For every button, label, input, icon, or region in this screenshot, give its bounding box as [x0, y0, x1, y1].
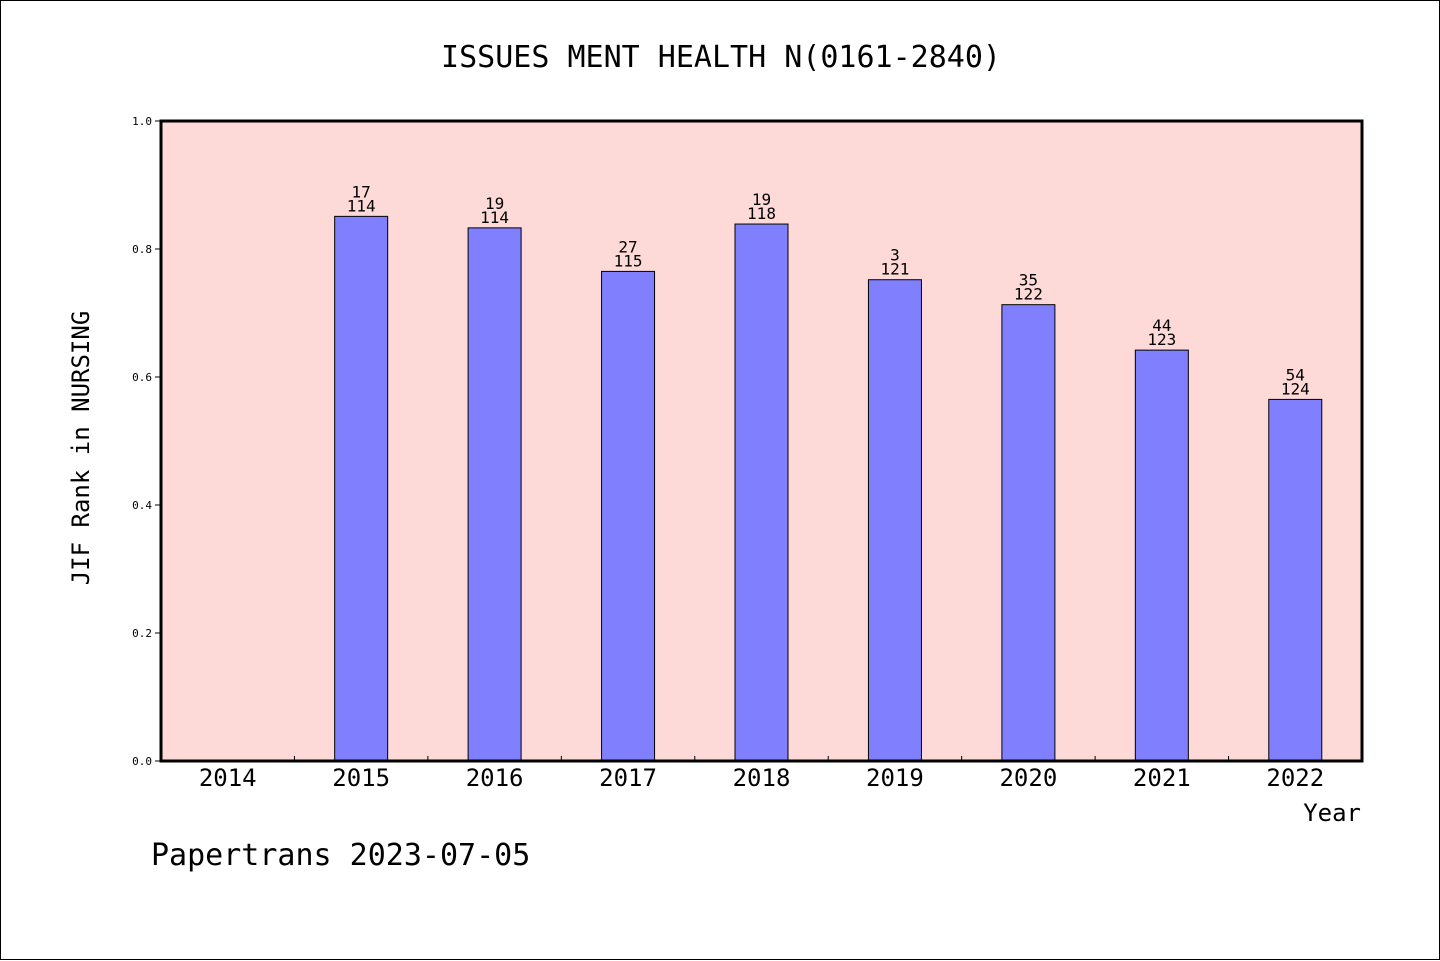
- x-tick-label: 2015: [332, 764, 390, 792]
- bar-2018: [734, 223, 789, 762]
- x-tick-label: 2018: [733, 764, 791, 792]
- bar-2022: [1268, 398, 1323, 762]
- bar-2019: [867, 279, 922, 762]
- bar-total-label: 124: [1281, 379, 1310, 398]
- bar-2016: [467, 227, 522, 762]
- footer-credit: Papertrans 2023-07-05: [151, 838, 530, 873]
- bar-2020: [1001, 304, 1056, 762]
- bar-rank-label: 19: [752, 190, 771, 209]
- bar-2021: [1134, 349, 1189, 762]
- x-tick-label: 2016: [466, 764, 524, 792]
- bar-2017: [601, 270, 656, 762]
- bar-rank-label: 19: [485, 194, 504, 213]
- bar-rank-label: 54: [1286, 365, 1305, 384]
- bar-total-label: 118: [747, 204, 776, 223]
- bar-series: [334, 215, 1323, 762]
- y-axis-label: JIF Rank in NURSING: [67, 311, 95, 586]
- y-tick-label: 0.6: [132, 371, 152, 384]
- bar-rank-label: 35: [1019, 271, 1038, 290]
- y-axis: 0.0 0.2 0.4 0.6 0.8 1.0: [132, 115, 161, 768]
- bar-total-label: 122: [1014, 285, 1043, 304]
- bar-total-label: 114: [480, 208, 509, 227]
- bar-rank-label: 44: [1152, 316, 1171, 335]
- y-tick-label: 0.2: [132, 627, 152, 640]
- plot-border: [159, 119, 1364, 763]
- x-tick-label: 2014: [199, 764, 257, 792]
- bar-rank-label: 27: [618, 237, 637, 256]
- y-tick-label: 0.4: [132, 499, 152, 512]
- bar-total-label: 123: [1147, 330, 1176, 349]
- y-tick-label: 1.0: [132, 115, 152, 128]
- bar-total-label: 115: [614, 251, 643, 270]
- bar-total-label: 114: [347, 196, 376, 215]
- chart-title: ISSUES MENT HEALTH N(0161-2840): [441, 40, 1001, 75]
- x-tick-label: 2022: [1266, 764, 1324, 792]
- x-axis: 2014 2015 2016 2017 2018 2019 2020 2021 2022: [199, 756, 1324, 792]
- y-tick-label: 0.0: [132, 755, 152, 768]
- bar-2015: [334, 215, 389, 762]
- bar-rank-label: 3: [890, 246, 900, 265]
- x-tick-label: 2019: [866, 764, 924, 792]
- y-tick-label: 0.8: [132, 243, 152, 256]
- x-tick-label: 2020: [999, 764, 1057, 792]
- bar-total-label: 121: [880, 260, 909, 279]
- x-tick-label: 2017: [599, 764, 657, 792]
- x-tick-label: 2021: [1133, 764, 1191, 792]
- bar-rank-label: 17: [352, 182, 371, 201]
- x-axis-label: Year: [1303, 799, 1361, 827]
